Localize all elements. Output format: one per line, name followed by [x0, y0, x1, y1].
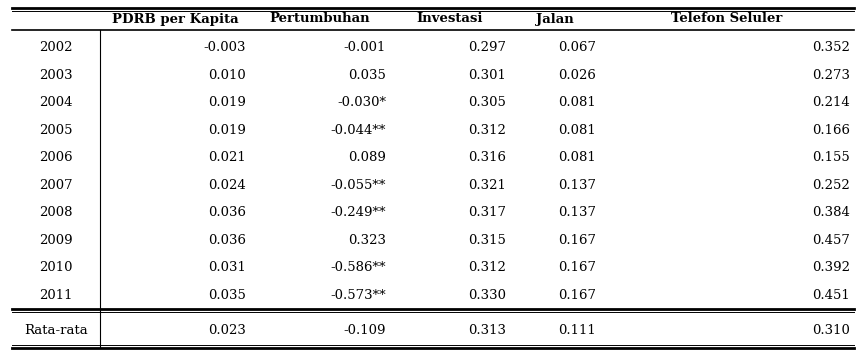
Text: 0.317: 0.317 [468, 206, 506, 219]
Text: 0.167: 0.167 [558, 234, 596, 247]
Text: -0.044**: -0.044** [331, 124, 386, 137]
Text: 2002: 2002 [39, 41, 73, 54]
Text: -0.003: -0.003 [204, 41, 246, 54]
Text: 0.352: 0.352 [812, 41, 850, 54]
Text: 0.214: 0.214 [812, 96, 850, 109]
Text: Telefon Seluler: Telefon Seluler [671, 12, 783, 26]
Text: 0.297: 0.297 [468, 41, 506, 54]
Text: 0.081: 0.081 [559, 151, 596, 164]
Text: -0.573**: -0.573** [330, 289, 386, 302]
Text: 2007: 2007 [39, 179, 73, 192]
Text: Rata-rata: Rata-rata [24, 324, 87, 337]
Text: 0.024: 0.024 [208, 179, 246, 192]
Text: 0.457: 0.457 [812, 234, 850, 247]
Text: 0.167: 0.167 [558, 261, 596, 274]
Text: 0.252: 0.252 [812, 179, 850, 192]
Text: -0.249**: -0.249** [331, 206, 386, 219]
Text: 2003: 2003 [39, 69, 73, 82]
Text: 2010: 2010 [39, 261, 73, 274]
Text: 0.451: 0.451 [812, 289, 850, 302]
Text: 0.089: 0.089 [348, 151, 386, 164]
Text: 2008: 2008 [39, 206, 73, 219]
Text: 0.301: 0.301 [469, 69, 506, 82]
Text: 0.035: 0.035 [348, 69, 386, 82]
Text: 0.167: 0.167 [558, 289, 596, 302]
Text: 0.036: 0.036 [208, 234, 246, 247]
Text: 0.021: 0.021 [208, 151, 246, 164]
Text: 0.081: 0.081 [559, 124, 596, 137]
Text: 0.023: 0.023 [208, 324, 246, 337]
Text: -0.586**: -0.586** [331, 261, 386, 274]
Text: 0.010: 0.010 [208, 69, 246, 82]
Text: 0.036: 0.036 [208, 206, 246, 219]
Text: 0.273: 0.273 [812, 69, 850, 82]
Text: 2004: 2004 [39, 96, 73, 109]
Text: 0.312: 0.312 [469, 261, 506, 274]
Text: 0.310: 0.310 [812, 324, 850, 337]
Text: 0.111: 0.111 [559, 324, 596, 337]
Text: -0.030*: -0.030* [337, 96, 386, 109]
Text: -0.055**: -0.055** [331, 179, 386, 192]
Text: 0.384: 0.384 [812, 206, 850, 219]
Text: -0.109: -0.109 [344, 324, 386, 337]
Text: 2011: 2011 [39, 289, 73, 302]
Text: PDRB per Kapita: PDRB per Kapita [112, 12, 238, 26]
Text: 0.019: 0.019 [208, 124, 246, 137]
Text: -0.001: -0.001 [344, 41, 386, 54]
Text: Investasi: Investasi [417, 12, 483, 26]
Text: 2009: 2009 [39, 234, 73, 247]
Text: 0.035: 0.035 [208, 289, 246, 302]
Text: 0.315: 0.315 [469, 234, 506, 247]
Text: 0.305: 0.305 [469, 96, 506, 109]
Text: 0.155: 0.155 [812, 151, 850, 164]
Text: 0.323: 0.323 [348, 234, 386, 247]
Text: 2006: 2006 [39, 151, 73, 164]
Text: 0.330: 0.330 [468, 289, 506, 302]
Text: 0.137: 0.137 [558, 179, 596, 192]
Text: 0.313: 0.313 [468, 324, 506, 337]
Text: 0.392: 0.392 [812, 261, 850, 274]
Text: 0.019: 0.019 [208, 96, 246, 109]
Text: 0.031: 0.031 [208, 261, 246, 274]
Text: Pertumbuhan: Pertumbuhan [269, 12, 371, 26]
Text: 0.312: 0.312 [469, 124, 506, 137]
Text: 0.316: 0.316 [468, 151, 506, 164]
Text: 0.067: 0.067 [558, 41, 596, 54]
Text: 0.321: 0.321 [469, 179, 506, 192]
Text: 0.166: 0.166 [812, 124, 850, 137]
Text: Jalan: Jalan [536, 12, 574, 26]
Text: 2005: 2005 [39, 124, 73, 137]
Text: 0.026: 0.026 [558, 69, 596, 82]
Text: 0.137: 0.137 [558, 206, 596, 219]
Text: 0.081: 0.081 [559, 96, 596, 109]
